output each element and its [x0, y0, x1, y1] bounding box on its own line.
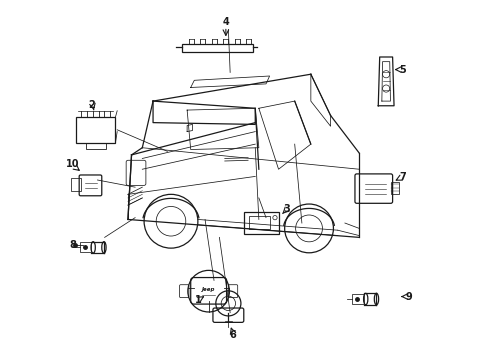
- Bar: [390, 182, 398, 194]
- Text: 1: 1: [194, 295, 201, 305]
- Text: 8: 8: [69, 240, 76, 250]
- Text: 6: 6: [229, 330, 236, 340]
- Text: 9: 9: [405, 292, 411, 302]
- Bar: [351, 294, 363, 304]
- Bar: [248, 216, 270, 229]
- Bar: [71, 178, 81, 191]
- Text: 2: 2: [88, 100, 95, 110]
- Text: 5: 5: [398, 64, 405, 75]
- Bar: [244, 212, 278, 234]
- Bar: [80, 242, 91, 252]
- Text: 3: 3: [283, 204, 289, 214]
- Text: 7: 7: [398, 172, 405, 182]
- Text: 10: 10: [66, 159, 80, 169]
- Text: Jeep: Jeep: [202, 287, 215, 292]
- Text: 4: 4: [222, 17, 229, 27]
